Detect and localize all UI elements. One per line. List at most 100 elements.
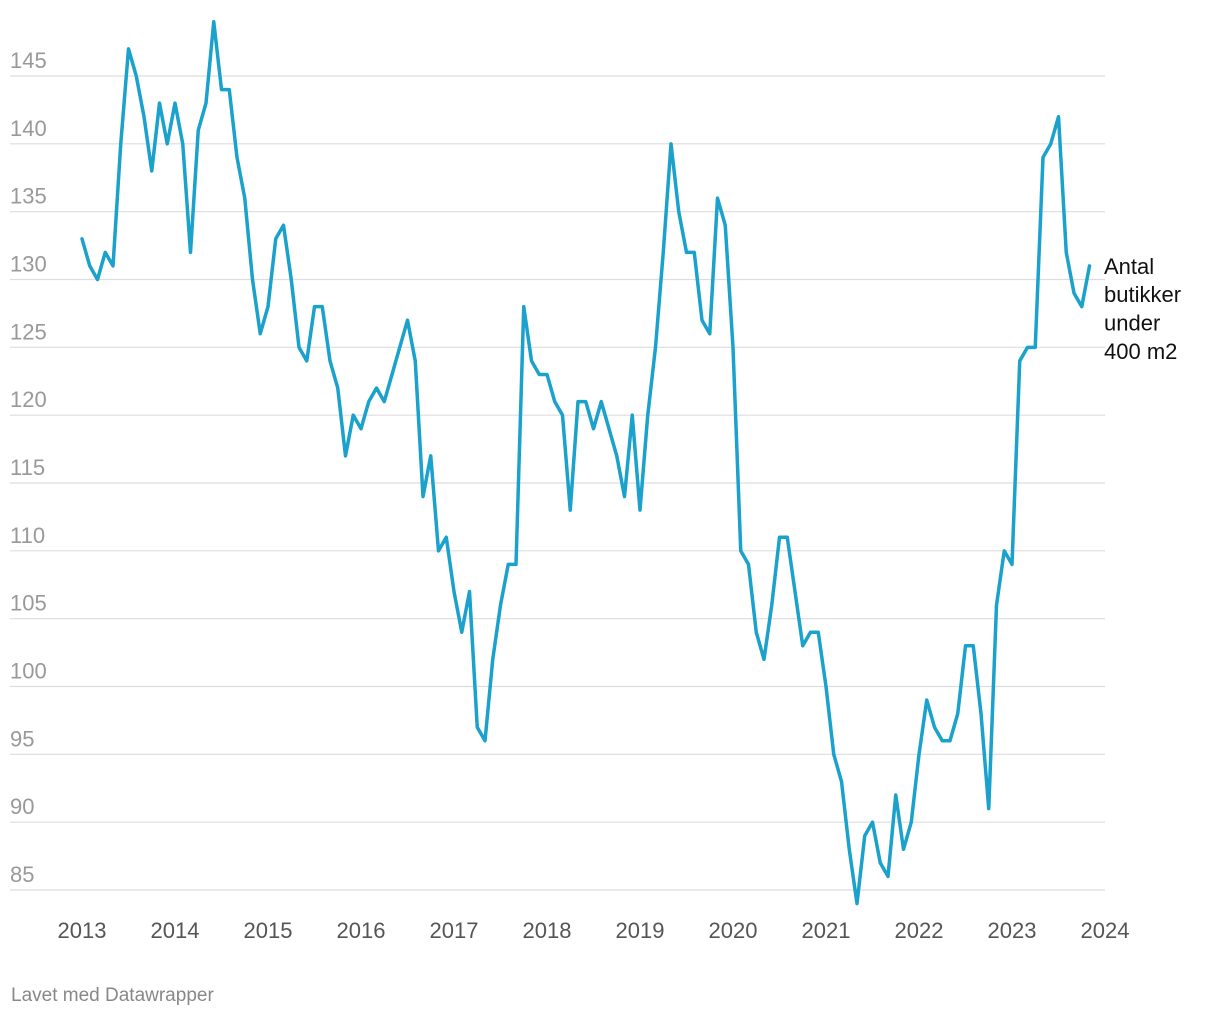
data-point bbox=[871, 820, 875, 824]
data-point bbox=[917, 752, 921, 756]
data-point bbox=[840, 779, 844, 783]
data-point bbox=[491, 657, 495, 661]
x-tick-label: 2022 bbox=[895, 918, 944, 943]
data-point bbox=[615, 454, 619, 458]
data-point bbox=[1080, 305, 1084, 309]
y-tick-label: 135 bbox=[10, 184, 47, 209]
data-point bbox=[251, 278, 255, 282]
x-axis-ticks: 2013 2014 2015 2016 2017 2018 2019 2020 2021 2022… bbox=[58, 918, 1130, 943]
data-point bbox=[801, 644, 805, 648]
data-point bbox=[568, 508, 572, 512]
data-point bbox=[243, 196, 247, 200]
x-tick-label: 2023 bbox=[988, 918, 1037, 943]
data-point bbox=[793, 590, 797, 594]
data-point bbox=[398, 345, 402, 349]
data-point bbox=[173, 101, 177, 105]
data-point bbox=[700, 318, 704, 322]
data-point bbox=[212, 20, 216, 24]
data-point bbox=[940, 739, 944, 743]
data-point bbox=[1041, 155, 1045, 159]
data-point bbox=[127, 47, 131, 51]
data-point bbox=[150, 169, 154, 173]
data-point bbox=[592, 427, 596, 431]
data-point bbox=[995, 603, 999, 607]
y-tick-label: 115 bbox=[10, 455, 45, 480]
data-point bbox=[258, 332, 262, 336]
series-label-line: Antal bbox=[1104, 254, 1154, 279]
data-point bbox=[576, 400, 580, 404]
line-chart: 145 140 135 130 125 120 115 110 105 100 95 90 85 201… bbox=[10, 19, 1181, 943]
x-tick-label: 2024 bbox=[1081, 918, 1130, 943]
data-point bbox=[1064, 250, 1068, 254]
data-point bbox=[413, 359, 417, 363]
data-point bbox=[227, 88, 231, 92]
data-point bbox=[336, 386, 340, 390]
data-point bbox=[1033, 345, 1037, 349]
data-point bbox=[499, 603, 503, 607]
data-point bbox=[948, 739, 952, 743]
data-point bbox=[382, 400, 386, 404]
data-point bbox=[328, 359, 332, 363]
data-point bbox=[545, 372, 549, 376]
data-point bbox=[359, 427, 363, 431]
data-point bbox=[832, 752, 836, 756]
data-point bbox=[685, 250, 689, 254]
data-point bbox=[88, 264, 92, 268]
data-point bbox=[1026, 345, 1030, 349]
data-point bbox=[452, 590, 456, 594]
data-point bbox=[809, 630, 813, 634]
series-layer bbox=[80, 19, 1092, 906]
data-point bbox=[971, 644, 975, 648]
x-tick-label: 2020 bbox=[709, 918, 758, 943]
data-point bbox=[196, 128, 200, 132]
data-point bbox=[886, 874, 890, 878]
data-point bbox=[661, 250, 665, 254]
x-tick-label: 2019 bbox=[616, 918, 665, 943]
data-point bbox=[390, 372, 394, 376]
series-label-line: under bbox=[1104, 311, 1160, 336]
data-point bbox=[863, 834, 867, 838]
series-label-line: butikker bbox=[1104, 282, 1181, 307]
y-tick-label: 105 bbox=[10, 591, 47, 616]
data-point bbox=[460, 630, 464, 634]
data-point bbox=[421, 495, 425, 499]
data-point bbox=[646, 413, 650, 417]
data-point bbox=[909, 820, 913, 824]
data-point bbox=[406, 318, 410, 322]
data-point bbox=[956, 712, 960, 716]
x-tick-label: 2015 bbox=[244, 918, 293, 943]
data-point bbox=[134, 74, 138, 78]
data-point bbox=[204, 101, 208, 105]
data-point bbox=[561, 413, 565, 417]
data-point bbox=[305, 359, 309, 363]
data-point bbox=[165, 142, 169, 146]
data-point bbox=[623, 495, 627, 499]
data-point bbox=[483, 739, 487, 743]
data-point bbox=[429, 454, 433, 458]
data-point bbox=[181, 142, 185, 146]
data-point bbox=[1002, 549, 1006, 553]
data-point bbox=[878, 861, 882, 865]
data-point bbox=[824, 685, 828, 689]
data-point bbox=[320, 305, 324, 309]
data-point bbox=[708, 332, 712, 336]
y-tick-label: 90 bbox=[10, 794, 34, 819]
series-label-line: 400 m2 bbox=[1104, 339, 1177, 364]
data-point bbox=[367, 400, 371, 404]
data-point bbox=[297, 345, 301, 349]
data-point bbox=[80, 237, 84, 241]
data-point bbox=[770, 603, 774, 607]
data-point bbox=[220, 88, 224, 92]
data-point bbox=[677, 210, 681, 214]
data-point bbox=[158, 101, 162, 105]
y-tick-label: 145 bbox=[10, 48, 47, 73]
data-point bbox=[669, 142, 673, 146]
data-point bbox=[902, 847, 906, 851]
data-point bbox=[506, 562, 510, 566]
data-point bbox=[351, 413, 355, 417]
data-point bbox=[599, 400, 603, 404]
y-tick-label: 85 bbox=[10, 862, 34, 887]
data-point bbox=[1018, 359, 1022, 363]
data-point bbox=[785, 535, 789, 539]
footer-credit: Lavet med Datawrapper bbox=[11, 985, 214, 1006]
